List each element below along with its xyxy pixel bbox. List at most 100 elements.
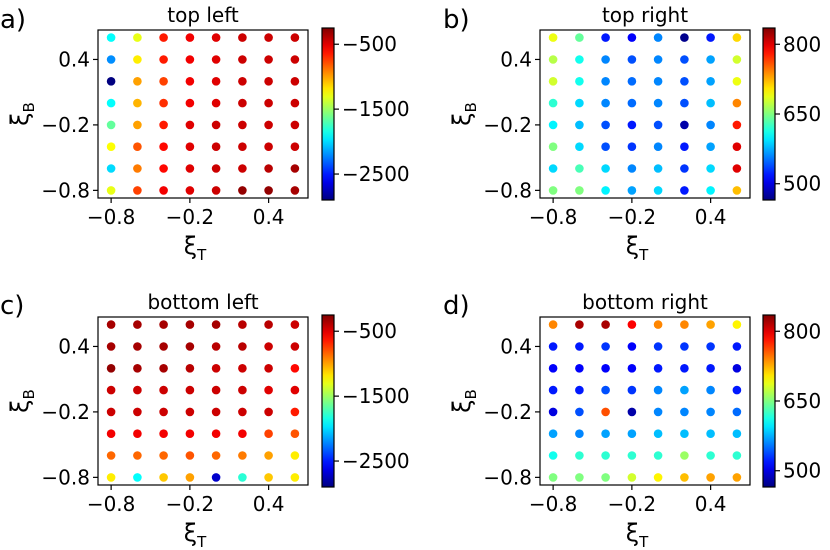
data-point — [601, 320, 610, 329]
data-point — [159, 55, 168, 64]
data-point — [680, 55, 689, 64]
x-axis-label-sub: T — [196, 246, 207, 264]
y-tick-label: −0.2 — [41, 400, 90, 424]
y-axis-label-sub: B — [462, 389, 480, 399]
x-tick-label: −0.8 — [529, 205, 578, 229]
panel-1: a) top left−0.8 −0.2 0.40.4−0.2−0.8ξTξB−500… — [0, 3, 410, 264]
data-point — [290, 142, 300, 151]
data-point — [706, 33, 715, 42]
data-point — [653, 77, 663, 86]
data-point — [185, 186, 195, 195]
data-point — [290, 342, 300, 351]
data-point — [185, 33, 195, 42]
data-point — [680, 142, 689, 151]
x-axis-label-sub: T — [638, 533, 649, 550]
data-point — [548, 33, 558, 42]
data-point — [548, 55, 558, 64]
data-point — [627, 407, 637, 417]
data-point — [290, 164, 300, 173]
colorbar-tick-label: −2500 — [342, 162, 410, 186]
data-point — [211, 120, 221, 130]
data-point — [238, 429, 247, 439]
data-point — [653, 364, 663, 373]
panel-title: bottom right — [582, 290, 708, 314]
data-point — [211, 164, 221, 173]
data-point — [264, 77, 273, 86]
data-point — [627, 98, 637, 108]
data-point — [106, 55, 116, 64]
data-point — [106, 364, 116, 373]
data-point — [264, 473, 273, 482]
data-point — [290, 407, 300, 417]
data-point — [706, 342, 715, 351]
y-tick-label: 0.4 — [58, 334, 90, 358]
data-point — [653, 186, 663, 195]
y-axis-label-main: ξ — [6, 112, 34, 125]
y-tick-label: 0.4 — [58, 47, 90, 71]
data-point — [185, 77, 195, 86]
data-point — [159, 473, 168, 482]
data-point — [653, 120, 663, 130]
colorbar-frame — [321, 27, 335, 201]
data-point — [627, 451, 637, 460]
data-point — [548, 473, 558, 482]
data-point — [575, 33, 584, 42]
data-point — [211, 98, 221, 108]
data-point — [601, 98, 610, 108]
data-point — [653, 55, 663, 64]
data-point — [627, 473, 637, 482]
x-axis-label-sub: T — [638, 246, 649, 264]
y-tick-label: −0.2 — [41, 113, 90, 137]
data-point — [627, 429, 637, 439]
data-point — [106, 429, 116, 439]
data-point — [238, 364, 247, 373]
data-point — [290, 451, 300, 460]
data-point — [575, 55, 584, 64]
data-point — [575, 364, 584, 373]
x-axis-label-main: ξ — [626, 519, 639, 547]
data-point — [211, 77, 221, 86]
colorbar-tick-label: 650 — [783, 389, 821, 413]
data-point — [732, 451, 742, 460]
data-point — [159, 186, 168, 195]
data-point — [706, 186, 715, 195]
y-tick-label: −0.8 — [41, 465, 90, 489]
data-point — [680, 342, 689, 351]
colorbar-tick-label: 650 — [783, 102, 821, 126]
data-point — [185, 120, 195, 130]
y-axis-label: ξB — [6, 102, 38, 126]
data-point — [290, 320, 300, 329]
data-point — [211, 407, 221, 417]
data-point — [575, 98, 584, 108]
data-point — [601, 407, 610, 417]
x-tick-label: 0.4 — [253, 205, 285, 229]
y-tick-label: −0.8 — [483, 465, 532, 489]
data-point — [548, 98, 558, 108]
data-point — [211, 33, 221, 42]
data-point — [627, 120, 637, 130]
data-point — [627, 342, 637, 351]
data-point — [185, 320, 195, 329]
data-point — [264, 320, 273, 329]
data-point — [653, 451, 663, 460]
colorbar-tick-label: 500 — [783, 172, 821, 196]
data-point — [680, 451, 689, 460]
data-point — [653, 342, 663, 351]
data-point — [706, 142, 715, 151]
data-point — [627, 33, 637, 42]
y-axis-label: ξB — [448, 102, 480, 126]
data-point — [732, 164, 742, 173]
data-point — [133, 55, 142, 64]
plot-frame — [97, 29, 309, 199]
data-point — [211, 364, 221, 373]
data-point — [159, 364, 168, 373]
data-point — [706, 120, 715, 130]
data-point — [548, 142, 558, 151]
data-point — [211, 473, 221, 482]
data-point — [653, 33, 663, 42]
x-tick-label: −0.8 — [87, 492, 136, 516]
data-point — [601, 364, 610, 373]
panel-letter: d) — [443, 291, 470, 321]
data-point — [238, 164, 247, 173]
data-point — [653, 407, 663, 417]
